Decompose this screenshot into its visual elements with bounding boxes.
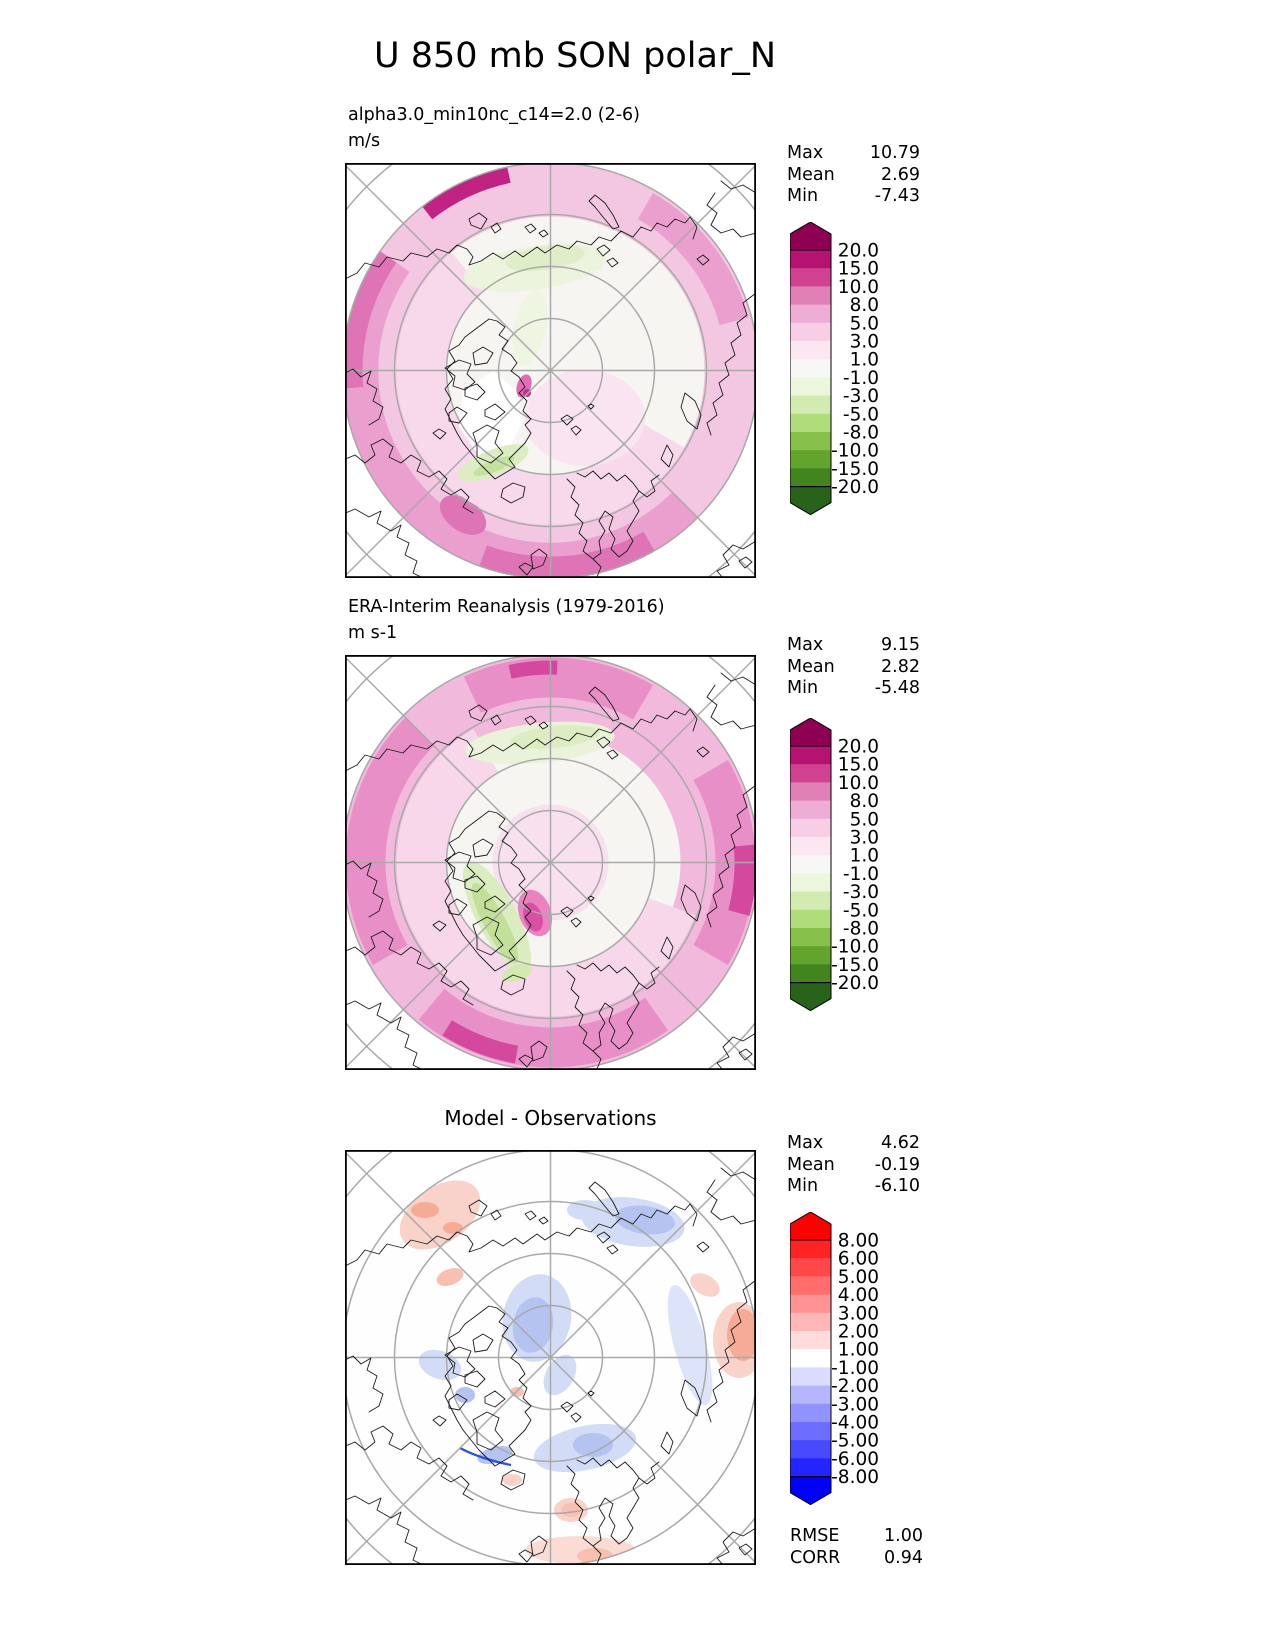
- svg-text:6.00: 6.00: [838, 1249, 879, 1270]
- svg-text:-4.00: -4.00: [831, 1413, 879, 1434]
- stat-value: -0.19: [874, 1154, 920, 1175]
- svg-text:4.00: 4.00: [838, 1285, 879, 1306]
- svg-text:-8.00: -8.00: [831, 1467, 879, 1488]
- svg-text:3.00: 3.00: [838, 1303, 879, 1324]
- metric-label: CORR: [790, 1547, 841, 1568]
- panel1-units: m/s: [348, 130, 381, 151]
- stat-value: 9.15: [881, 635, 920, 655]
- svg-text:1.00: 1.00: [838, 1340, 879, 1361]
- stat-row-min: Min -7.43: [787, 186, 920, 208]
- stat-value: -6.10: [874, 1176, 920, 1196]
- metric-value: 1.00: [884, 1526, 923, 1546]
- stat-row-mean: Mean -0.19: [787, 1155, 920, 1177]
- stat-label: Max: [787, 1133, 824, 1153]
- svg-text:-1.0: -1.0: [843, 368, 879, 389]
- stat-row-mean: Mean 2.69: [787, 165, 920, 187]
- svg-text:10.0: 10.0: [838, 277, 879, 298]
- stat-label: Max: [787, 143, 824, 163]
- svg-text:-20.0: -20.0: [831, 477, 879, 498]
- panel2-units: m s-1: [348, 622, 398, 643]
- stat-row-max: Max 9.15: [787, 635, 920, 657]
- svg-text:-15.0: -15.0: [831, 955, 879, 976]
- colorbar-panel1: 20.0 15.0 10.0 8.0 5.0 3.0 1.0 -1.0 -3.0 -5.0 -8.0…: [790, 222, 950, 515]
- svg-text:-1.00: -1.00: [831, 1358, 879, 1379]
- svg-text:-15.0: -15.0: [831, 459, 879, 480]
- stat-label: Mean: [787, 656, 835, 677]
- map-panel3-difference: [345, 1150, 756, 1565]
- map-panel1-model: [345, 163, 756, 578]
- panel2-label: ERA-Interim Reanalysis (1979-2016) m s-1: [348, 595, 665, 646]
- panel1-label: alpha3.0_min10nc_c14=2.0 (2-6) m/s: [348, 103, 640, 154]
- svg-text:-5.0: -5.0: [843, 404, 879, 425]
- stat-value: 2.82: [881, 656, 920, 677]
- svg-text:-8.0: -8.0: [843, 919, 879, 940]
- stat-value: 10.79: [869, 143, 920, 163]
- svg-text:20.0: 20.0: [838, 737, 879, 758]
- svg-text:-3.0: -3.0: [843, 386, 879, 407]
- svg-text:5.0: 5.0: [850, 809, 879, 830]
- map-panel2-reanalysis: [345, 655, 756, 1070]
- svg-text:-5.00: -5.00: [831, 1431, 879, 1452]
- metric-label: RMSE: [790, 1526, 840, 1546]
- svg-text:-3.00: -3.00: [831, 1394, 879, 1415]
- stat-row-mean: Mean 2.82: [787, 657, 920, 679]
- svg-text:-10.0: -10.0: [831, 937, 879, 958]
- svg-text:10.0: 10.0: [838, 773, 879, 794]
- metric-row-corr: CORR 0.94: [790, 1548, 923, 1570]
- stat-value: -5.48: [874, 678, 920, 698]
- metrics-panel3: RMSE 1.00 CORR 0.94: [790, 1526, 923, 1569]
- stat-label: Mean: [787, 164, 835, 185]
- svg-text:15.0: 15.0: [838, 755, 879, 776]
- svg-text:-5.0: -5.0: [843, 900, 879, 921]
- metric-value: 0.94: [884, 1547, 923, 1568]
- stat-value: 4.62: [881, 1133, 920, 1153]
- svg-text:8.0: 8.0: [850, 295, 879, 316]
- stat-value: -7.43: [874, 186, 920, 206]
- svg-text:-3.0: -3.0: [843, 882, 879, 903]
- stat-label: Max: [787, 635, 824, 655]
- svg-text:20.0: 20.0: [838, 241, 879, 262]
- svg-text:-2.00: -2.00: [831, 1376, 879, 1397]
- svg-text:2.00: 2.00: [838, 1322, 879, 1343]
- stat-label: Mean: [787, 1154, 835, 1175]
- stat-label: Min: [787, 1176, 819, 1196]
- panel2-source-label: ERA-Interim Reanalysis (1979-2016): [348, 597, 665, 617]
- svg-text:-6.00: -6.00: [831, 1449, 879, 1470]
- svg-text:15.0: 15.0: [838, 259, 879, 280]
- svg-text:-1.0: -1.0: [843, 864, 879, 885]
- svg-text:1.0: 1.0: [850, 846, 879, 867]
- svg-text:8.00: 8.00: [838, 1231, 879, 1252]
- svg-text:1.0: 1.0: [850, 350, 879, 371]
- svg-text:8.0: 8.0: [850, 791, 879, 812]
- svg-text:3.0: 3.0: [850, 332, 879, 353]
- stat-value: 2.69: [881, 164, 920, 185]
- panel1-run-label: alpha3.0_min10nc_c14=2.0 (2-6): [348, 105, 641, 125]
- stats-panel2: Max 9.15 Mean 2.82 Min -5.48: [787, 635, 920, 700]
- colorbar-panel2: 20.0 15.0 10.0 8.0 5.0 3.0 1.0 -1.0 -3.0 -5.0 -8.0…: [790, 718, 950, 1011]
- stats-panel3: Max 4.62 Mean -0.19 Min -6.10: [787, 1133, 920, 1198]
- svg-text:-20.0: -20.0: [831, 973, 879, 994]
- stat-row-min: Min -5.48: [787, 678, 920, 700]
- svg-text:5.00: 5.00: [838, 1267, 879, 1288]
- stat-label: Min: [787, 678, 819, 698]
- svg-text:5.0: 5.0: [850, 313, 879, 334]
- stat-label: Min: [787, 186, 819, 206]
- colorbar-panel3: 8.00 6.00 5.00 4.00 3.00 2.00 1.00 -1.00 -2.00 -3…: [790, 1212, 950, 1505]
- stat-row-max: Max 4.62: [787, 1133, 920, 1155]
- stat-row-max: Max 10.79: [787, 143, 920, 165]
- stat-row-min: Min -6.10: [787, 1176, 920, 1198]
- svg-text:-8.0: -8.0: [843, 423, 879, 444]
- svg-text:3.0: 3.0: [850, 828, 879, 849]
- panel3-title: Model - Observations: [444, 1106, 657, 1130]
- metric-row-rmse: RMSE 1.00: [790, 1526, 923, 1548]
- svg-text:-10.0: -10.0: [831, 441, 879, 462]
- stats-panel1: Max 10.79 Mean 2.69 Min -7.43: [787, 143, 920, 208]
- page-title: U 850 mb SON polar_N: [373, 36, 777, 76]
